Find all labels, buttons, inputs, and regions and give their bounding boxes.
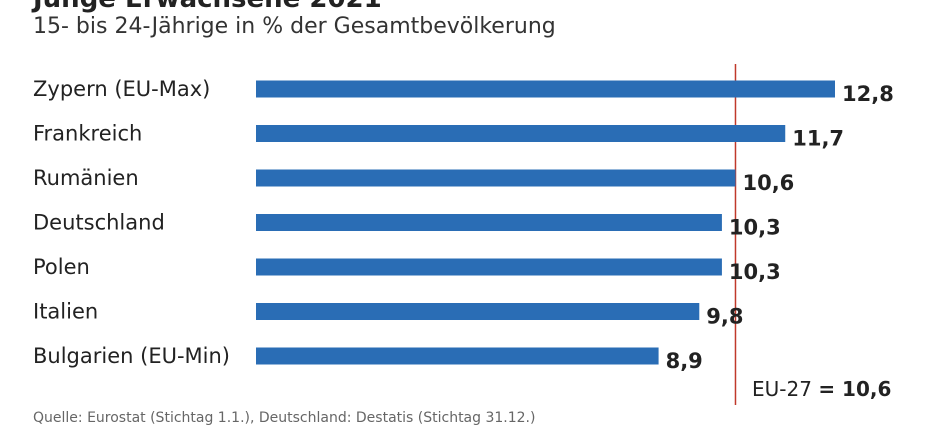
value-label: 9,8	[706, 305, 743, 329]
value-label: 10,6	[742, 171, 794, 195]
value-label: 8,9	[666, 349, 703, 373]
eu27-label: EU-27 = 10,6	[752, 377, 891, 401]
source-note: Quelle: Eurostat (Stichtag 1.1.), Deutsc…	[33, 410, 536, 426]
category-label: Rumänien	[33, 166, 139, 190]
bar	[256, 80, 835, 98]
value-label: 10,3	[729, 260, 781, 284]
value-label: 12,8	[842, 82, 894, 106]
chart-subtitle: 15- bis 24-Jährige in % der Gesamtbevölk…	[33, 14, 556, 39]
bar	[256, 347, 659, 365]
category-label: Bulgarien (EU-Min)	[33, 344, 230, 368]
bar	[256, 303, 700, 320]
value-label: 11,7	[792, 127, 844, 151]
category-label: Italien	[33, 300, 98, 324]
bar	[256, 214, 722, 231]
value-label: 10,3	[729, 216, 781, 240]
category-label: Deutschland	[33, 211, 165, 235]
bar	[256, 169, 736, 187]
chart-title: Junge Erwachsene 2021	[33, 0, 382, 14]
bar	[256, 125, 786, 142]
category-label: Frankreich	[33, 122, 142, 146]
category-label: Polen	[33, 255, 90, 279]
bar	[256, 258, 722, 276]
category-label: Zypern (EU-Max)	[33, 77, 210, 101]
